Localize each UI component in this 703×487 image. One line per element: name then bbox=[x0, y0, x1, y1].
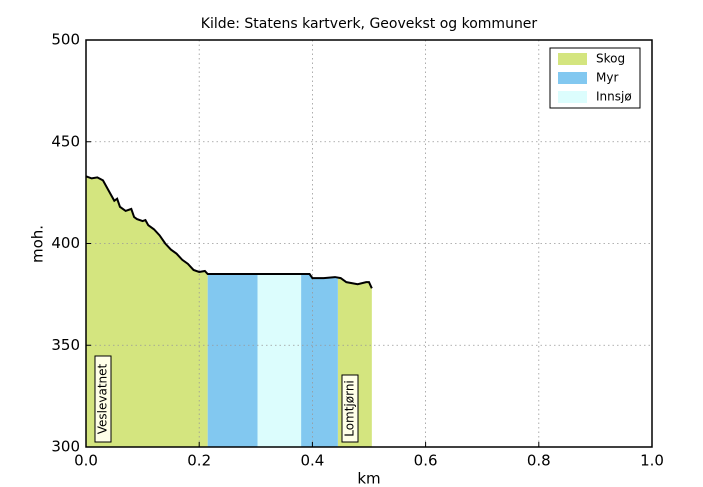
land-cover-area bbox=[301, 274, 338, 447]
chart-title: Kilde: Statens kartverk, Geovekst og kom… bbox=[201, 16, 538, 32]
x-tick-label: 0.4 bbox=[300, 452, 324, 470]
land-cover-area bbox=[86, 176, 208, 447]
x-tick-label: 0.2 bbox=[187, 452, 211, 470]
y-tick-label: 400 bbox=[51, 234, 80, 252]
profile-line bbox=[85, 175, 373, 289]
x-tick-label: 1.0 bbox=[640, 452, 664, 470]
y-tick-label: 350 bbox=[51, 336, 80, 354]
y-axis-label: moh. bbox=[29, 225, 47, 263]
x-tick-label: 0.0 bbox=[74, 452, 98, 470]
y-tick-label: 450 bbox=[51, 132, 80, 150]
annotation-box bbox=[341, 374, 359, 443]
land-cover-area bbox=[257, 274, 302, 447]
annotation: Lomtjørni bbox=[343, 380, 357, 437]
legend-label: Innsjø bbox=[596, 90, 632, 104]
plot-frame bbox=[85, 39, 653, 448]
x-tick-label: 0.6 bbox=[414, 452, 438, 470]
land-cover-area bbox=[207, 274, 258, 447]
x-axis-label: km bbox=[357, 470, 380, 487]
legend-label: Myr bbox=[596, 71, 618, 85]
legend-label: Skog bbox=[596, 52, 625, 66]
y-tick-label: 500 bbox=[51, 31, 80, 49]
legend-swatch bbox=[558, 91, 587, 103]
y-tick-label: 300 bbox=[51, 438, 80, 456]
x-tick-label: 0.8 bbox=[527, 452, 551, 470]
legend-swatch bbox=[558, 53, 587, 65]
annotation: Veslevatnet bbox=[96, 363, 110, 434]
annotation-box bbox=[94, 355, 112, 443]
legend-swatch bbox=[558, 72, 587, 84]
